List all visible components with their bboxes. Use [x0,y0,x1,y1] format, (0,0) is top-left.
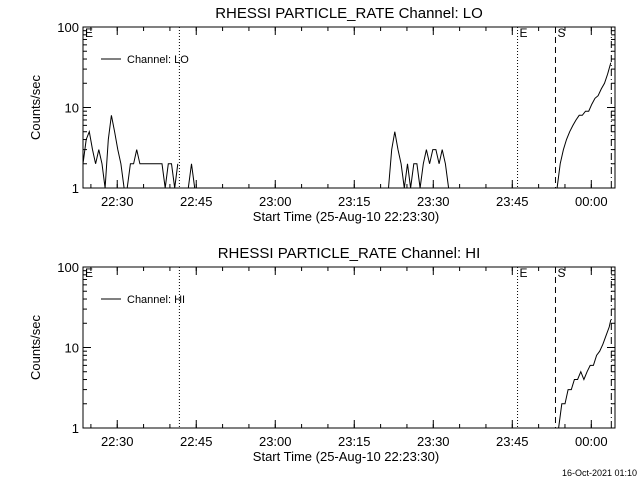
plot-frame [82,266,616,429]
y-tick-label: 1 [72,181,79,196]
x-tick-label: 23:15 [338,194,371,209]
x-tick-label: 23:45 [496,194,529,209]
x-axis-label: Start Time (25-Aug-10 22:23:30) [253,449,439,464]
event-marker-label: S [557,26,565,40]
y-tick-label: 100 [57,20,79,35]
plot-frame [82,26,616,189]
y-tick-label: 10 [65,341,79,356]
x-tick-label: 22:45 [180,434,213,449]
legend-label: Channel: LO [127,54,189,66]
event-marker-label: E [520,266,528,280]
x-tick-label: 23:00 [259,434,292,449]
x-tick-label: 00:00 [575,194,608,209]
panel-lo-channel: RHESSI PARTICLE_RATE Channel: LO Counts/s… [28,5,616,224]
x-tick-label: 23:30 [417,194,450,209]
chart-title: RHESSI PARTICLE_RATE Channel: LO [215,5,483,22]
series-line [558,319,612,429]
x-tick-label: 22:30 [101,434,134,449]
x-tick-label: 00:00 [575,434,608,449]
y-tick-label: 1 [72,421,79,436]
chart-title: RHESSI PARTICLE_RATE Channel: HI [218,245,481,262]
x-tick-label: 23:30 [417,434,450,449]
legend-label: Channel: HI [127,294,185,306]
x-tick-label: 23:00 [259,194,292,209]
x-tick-label: 22:45 [180,194,213,209]
y-axis-label: Counts/sec [28,74,43,140]
event-marker-label: E [85,266,93,280]
x-tick-label: 23:45 [496,434,529,449]
y-axis-label: Counts/sec [28,314,43,380]
event-marker-label: S [557,266,565,280]
footer-timestamp: 16-Oct-2021 01:10 [562,468,637,478]
panel-hi-channel: RHESSI PARTICLE_RATE Channel: HI Counts/s… [28,245,616,464]
y-tick-label: 100 [57,260,79,275]
y-tick-label: 10 [65,101,79,116]
event-marker-label: E [520,26,528,40]
x-tick-label: 22:30 [101,194,134,209]
series-line [82,62,612,189]
x-tick-label: 23:15 [338,434,371,449]
event-marker-label: E [85,26,93,40]
x-axis-label: Start Time (25-Aug-10 22:23:30) [253,209,439,224]
